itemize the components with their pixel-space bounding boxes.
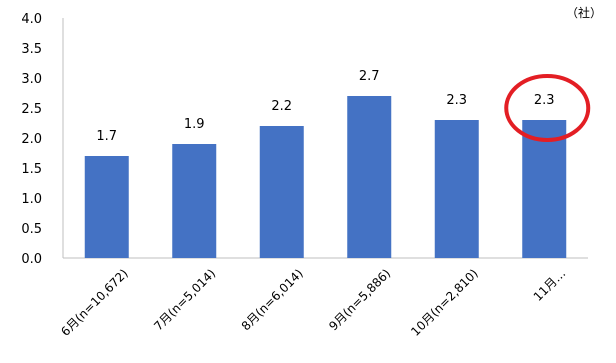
bar (522, 120, 567, 258)
y-tick-label: 0.0 (21, 252, 42, 267)
bar (347, 96, 392, 258)
data-label: 1.7 (96, 129, 117, 144)
x-category-label: 11月… (531, 266, 569, 304)
bars (84, 96, 567, 258)
y-tick-label: 3.0 (21, 72, 42, 87)
x-category-label: 8月(n=6,014) (239, 266, 306, 333)
bar (172, 144, 217, 258)
data-label: 2.2 (271, 99, 292, 114)
data-label: 2.3 (446, 93, 467, 108)
bar (84, 156, 129, 258)
unit-label: （社） (566, 5, 602, 20)
x-category-label: 6月(n=10,672) (58, 266, 131, 339)
y-tick-label: 4.0 (21, 12, 42, 27)
highlight-circle (504, 74, 591, 142)
y-tick-label: 3.5 (21, 42, 42, 57)
y-tick-label: 1.5 (21, 162, 42, 177)
x-axis-categories: 6月(n=10,672) 7月(n=5,014) 8月(n=6,014) 9月(n=5… (58, 266, 568, 339)
data-labels: 1.7 1.9 2.2 2.7 2.3 2.3 (96, 69, 554, 144)
data-label: 1.9 (184, 117, 205, 132)
data-label: 2.7 (359, 69, 380, 84)
x-category-label: 10月(n=2,810) (408, 266, 481, 339)
x-category-label: 7月(n=5,014) (151, 266, 218, 333)
y-tick-label: 2.5 (21, 102, 42, 117)
bar (434, 120, 479, 258)
x-category-label: 9月(n=5,886) (326, 266, 393, 333)
y-tick-label: 1.0 (21, 192, 42, 207)
y-tick-label: 0.5 (21, 222, 42, 237)
data-label: 2.3 (534, 93, 555, 108)
y-axis-ticks: 0.0 0.5 1.0 1.5 2.0 2.5 3.0 3.5 4.0 (21, 12, 42, 267)
bar (259, 126, 304, 258)
y-tick-label: 2.0 (21, 132, 42, 147)
